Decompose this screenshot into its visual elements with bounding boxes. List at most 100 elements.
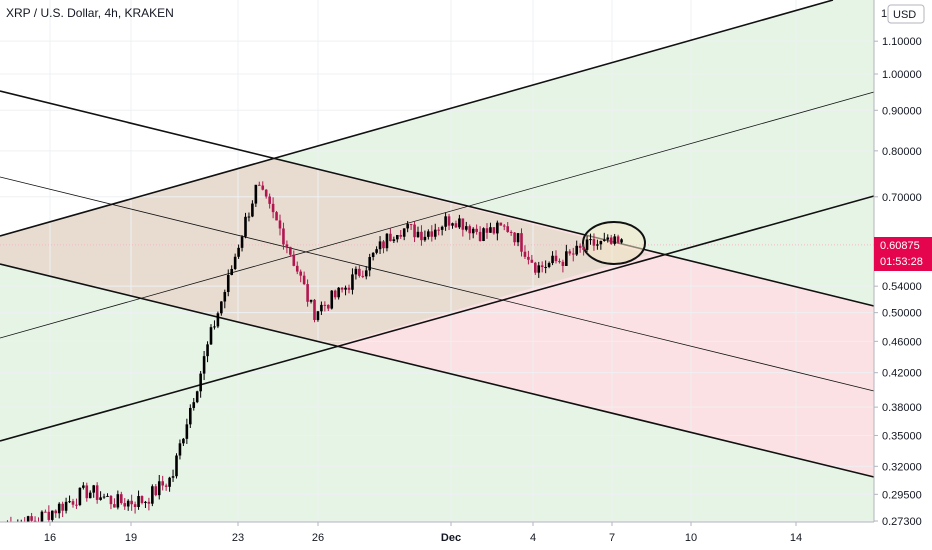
candle[interactable] — [292, 250, 296, 267]
candle[interactable] — [451, 222, 454, 229]
candle[interactable] — [161, 475, 164, 491]
candle[interactable] — [182, 437, 185, 447]
candle[interactable] — [347, 284, 351, 294]
candle[interactable] — [423, 230, 427, 242]
candle[interactable] — [68, 495, 71, 504]
candle[interactable] — [340, 287, 344, 293]
candle[interactable] — [285, 240, 289, 254]
candle[interactable] — [209, 324, 213, 345]
candle[interactable] — [123, 498, 127, 510]
candle[interactable] — [64, 497, 68, 514]
candle[interactable] — [116, 490, 120, 510]
candle[interactable] — [378, 236, 382, 254]
candle[interactable] — [44, 509, 47, 513]
candle[interactable] — [254, 184, 258, 207]
candle[interactable] — [496, 220, 499, 241]
candle[interactable] — [57, 502, 61, 519]
candle[interactable] — [282, 222, 285, 250]
candle[interactable] — [416, 226, 420, 238]
candle[interactable] — [175, 453, 178, 479]
candle[interactable] — [427, 229, 430, 240]
candle[interactable] — [258, 181, 261, 186]
candle[interactable] — [454, 220, 458, 228]
candle[interactable] — [99, 491, 102, 501]
candle[interactable] — [133, 501, 137, 514]
candle[interactable] — [461, 218, 465, 237]
candle[interactable] — [295, 261, 299, 275]
candle[interactable] — [433, 223, 437, 240]
candle[interactable] — [513, 231, 516, 246]
candle[interactable] — [316, 310, 320, 322]
candle[interactable] — [171, 469, 175, 482]
candle[interactable] — [354, 266, 358, 280]
candle[interactable] — [430, 225, 434, 242]
candle[interactable] — [444, 212, 447, 231]
candle[interactable] — [95, 482, 99, 504]
candle[interactable] — [409, 223, 413, 230]
candle[interactable] — [565, 244, 568, 266]
candle[interactable] — [368, 253, 371, 277]
candle[interactable] — [313, 299, 316, 323]
candle[interactable] — [471, 227, 475, 239]
ascending-lower-line[interactable] — [0, 195, 875, 442]
candle[interactable] — [199, 371, 202, 398]
candle[interactable] — [309, 299, 313, 304]
candle[interactable] — [71, 498, 75, 508]
candle[interactable] — [482, 227, 485, 242]
candle[interactable] — [102, 493, 106, 499]
candle[interactable] — [392, 236, 396, 244]
candle[interactable] — [502, 224, 506, 231]
candle[interactable] — [244, 212, 247, 239]
candle[interactable] — [54, 509, 58, 518]
candle[interactable] — [220, 301, 223, 316]
candle[interactable] — [216, 311, 220, 329]
candle[interactable] — [189, 404, 192, 428]
candle[interactable] — [420, 225, 423, 246]
candle[interactable] — [126, 499, 130, 511]
candle[interactable] — [485, 223, 489, 239]
candle[interactable] — [575, 240, 578, 256]
candle[interactable] — [589, 233, 592, 245]
candle[interactable] — [437, 227, 440, 236]
candle[interactable] — [178, 439, 182, 460]
candle[interactable] — [240, 235, 244, 252]
candle[interactable] — [289, 246, 292, 257]
candle[interactable] — [396, 234, 399, 243]
candle[interactable] — [478, 226, 482, 242]
candle[interactable] — [606, 234, 610, 243]
candle[interactable] — [540, 261, 544, 273]
candle[interactable] — [596, 239, 599, 250]
candle[interactable] — [489, 222, 492, 233]
currency-button[interactable]: USD — [887, 4, 925, 24]
candle[interactable] — [351, 268, 354, 295]
candle[interactable] — [306, 279, 309, 307]
candle[interactable] — [230, 265, 233, 276]
candle[interactable] — [337, 286, 340, 300]
candle[interactable] — [302, 271, 306, 286]
candle[interactable] — [247, 212, 251, 222]
candle[interactable] — [534, 261, 537, 275]
candle[interactable] — [509, 230, 513, 236]
candle[interactable] — [61, 501, 64, 518]
candle[interactable] — [571, 247, 575, 262]
descending-lower-line[interactable] — [0, 263, 875, 478]
candle[interactable] — [402, 228, 406, 241]
candle[interactable] — [406, 221, 409, 233]
candle[interactable] — [582, 244, 585, 256]
candle[interactable] — [233, 253, 237, 271]
descending-upper-line[interactable] — [0, 90, 875, 307]
candle[interactable] — [82, 482, 85, 490]
candle[interactable] — [527, 250, 530, 265]
candle[interactable] — [561, 259, 565, 273]
candle[interactable] — [299, 269, 302, 283]
candle[interactable] — [268, 193, 271, 209]
candle[interactable] — [385, 233, 389, 252]
candle[interactable] — [620, 238, 623, 244]
candle[interactable] — [130, 494, 133, 511]
candle[interactable] — [275, 210, 278, 221]
candle[interactable] — [202, 350, 206, 381]
candle[interactable] — [223, 289, 227, 309]
candle[interactable] — [358, 265, 361, 278]
candle[interactable] — [261, 181, 265, 191]
candle[interactable] — [106, 493, 109, 497]
